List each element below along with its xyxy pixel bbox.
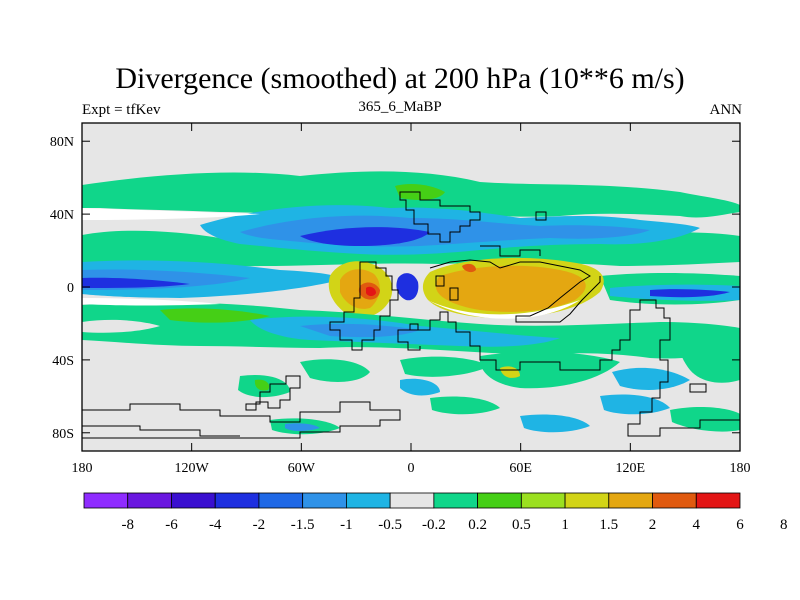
season-label: ANN	[709, 102, 743, 118]
coastline	[82, 425, 240, 437]
colorbar-box	[258, 492, 304, 509]
contour-region	[479, 351, 620, 389]
contour-region	[430, 396, 500, 415]
colorbar-box	[564, 492, 610, 509]
contour-region	[500, 366, 520, 378]
coastline	[449, 287, 459, 301]
colorbar-box	[345, 492, 391, 509]
y-tick-label: 0	[67, 281, 74, 296]
colorbar-label: -8	[121, 517, 134, 533]
contour-region	[300, 359, 370, 382]
colorbar-label: -1.5	[291, 517, 315, 533]
colorbar-box	[520, 492, 566, 509]
contour-region	[396, 273, 419, 301]
experiment-label: Expt = tfKev	[82, 102, 161, 118]
coastline	[399, 191, 481, 243]
y-tick-label: 80S	[52, 427, 74, 442]
x-tick-label: 180	[72, 461, 93, 476]
contour-region	[670, 407, 740, 432]
contour-region	[300, 227, 430, 246]
x-tick-label: 60W	[288, 461, 316, 476]
x-tick-label: 0	[408, 461, 415, 476]
contour-region	[650, 289, 730, 298]
colorbar-label: 0.5	[512, 517, 531, 533]
coastline	[627, 299, 740, 437]
colorbar-label: -0.5	[378, 517, 402, 533]
contour-region	[400, 356, 490, 377]
coastlines	[82, 191, 740, 439]
colorbar-box	[433, 492, 479, 509]
colorbar-box	[389, 492, 435, 509]
colorbar-box	[83, 492, 129, 509]
colorbar-label: -4	[209, 517, 222, 533]
contour-region	[436, 265, 586, 312]
contour-region	[462, 263, 476, 273]
coastline	[429, 259, 601, 323]
contour-region	[520, 414, 590, 433]
colorbar-label: 6	[736, 517, 744, 533]
colorbar-label: -0.2	[422, 517, 446, 533]
contour-gap	[82, 208, 260, 220]
y-tick-label: 80N	[50, 135, 74, 150]
contour-region	[254, 379, 270, 391]
x-tick-label: 60E	[509, 461, 532, 476]
contour-region	[612, 367, 690, 390]
colorbar-box	[127, 492, 172, 509]
contour-region	[678, 332, 740, 383]
coastline	[329, 261, 399, 351]
colorbar-label: -1	[340, 517, 353, 533]
contour-gap	[82, 298, 220, 306]
coastline	[435, 275, 445, 287]
coastline	[82, 401, 401, 439]
colorbar-label: 8	[780, 517, 788, 533]
colorbar-label: 1	[561, 517, 569, 533]
coastline	[400, 311, 631, 371]
colorbar-box	[171, 492, 216, 509]
axis-ticks: 180 120W 60W 0 60E 120E 180 80N 40N 0 40S 80S	[50, 123, 751, 476]
contour-region	[82, 319, 160, 333]
x-tick-label: 180	[730, 461, 751, 476]
contour-gap	[428, 300, 580, 319]
x-tick-label: 120E	[616, 461, 646, 476]
contour-region	[160, 308, 270, 323]
colorbar-box	[608, 492, 653, 509]
run-label: 365_6_MaBP	[358, 99, 442, 115]
colorbar-box	[214, 492, 260, 509]
colorbar-box	[695, 492, 741, 509]
colorbar-boxes: -8 -6 -4 -2 -1.5 -1 -0.5 -0.2 0.2 0.5 1 1.5 2 4 6 8	[83, 492, 788, 533]
colorbar-label: -2	[253, 517, 266, 533]
colorbar-box	[652, 492, 697, 509]
colorbar-label: 4	[693, 517, 701, 533]
coastline	[245, 375, 301, 411]
colorbar-box	[477, 492, 522, 509]
x-tick-label: 120W	[175, 461, 210, 476]
y-tick-label: 40S	[52, 354, 74, 369]
colorbar-label: -6	[165, 517, 178, 533]
contour-region	[82, 277, 190, 288]
colorbar-label: 0.2	[468, 517, 487, 533]
contour-region	[400, 378, 440, 396]
contour-region	[366, 286, 376, 296]
coastline	[480, 245, 541, 257]
colorbar-label: 2	[649, 517, 657, 533]
coastline	[535, 211, 547, 221]
colorbar-box	[302, 492, 347, 509]
contour-region	[285, 423, 320, 431]
colorbar-label: 1.5	[599, 517, 618, 533]
y-tick-label: 40N	[50, 208, 74, 223]
coastline	[689, 383, 707, 393]
map-title: Divergence (smoothed) at 200 hPa (10**6 …	[115, 62, 685, 95]
coastline	[397, 323, 421, 351]
